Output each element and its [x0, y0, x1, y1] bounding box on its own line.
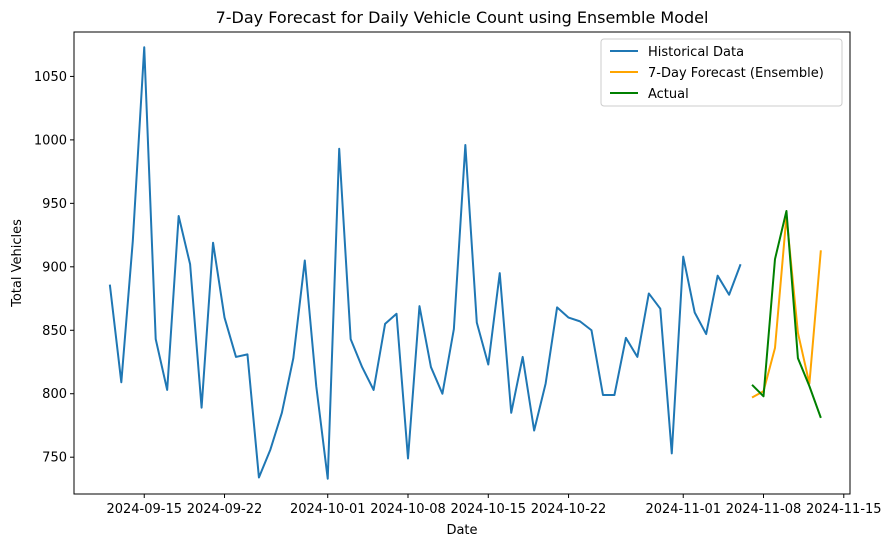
x-axis-title: Date	[446, 523, 477, 538]
y-tick-label: 950	[42, 197, 67, 212]
legend-label-actual: Actual	[648, 87, 689, 102]
x-tick-label: 2024-11-15	[806, 502, 882, 517]
legend-label-historical: Historical Data	[648, 45, 744, 60]
x-tick-label: 2024-10-22	[531, 502, 607, 517]
x-tick-label: 2024-10-01	[290, 502, 366, 517]
y-tick-label: 1050	[34, 70, 67, 85]
y-axis-title: Total Vehicles	[10, 219, 25, 308]
y-axis: 750 800 850 900 950 1000 1050	[34, 70, 74, 466]
legend-box	[600, 38, 843, 107]
legend-label-forecast: 7-Day Forecast (Ensemble)	[648, 66, 824, 81]
x-tick-label: 2024-10-15	[450, 502, 526, 517]
chart-title: 7-Day Forecast for Daily Vehicle Count u…	[216, 8, 709, 27]
plot-frame	[73, 31, 851, 495]
y-tick-label: 900	[42, 260, 67, 275]
series-historical-line	[108, 46, 742, 480]
y-tick-label: 850	[42, 324, 67, 339]
x-tick-label: 2024-11-01	[645, 502, 721, 517]
x-tick-label: 2024-10-08	[370, 502, 446, 517]
x-tick-label: 2024-09-22	[187, 502, 263, 517]
y-tick-label: 750	[42, 451, 67, 466]
x-tick-label: 2024-11-08	[726, 502, 802, 517]
y-tick-label: 1000	[34, 133, 67, 148]
x-axis: 2024-09-15 2024-09-22 2024-10-01 2024-10-08…	[106, 494, 882, 517]
series-layer	[108, 46, 822, 480]
legend: Historical Data 7-Day Forecast (Ensemble…	[600, 38, 843, 107]
y-tick-label: 800	[42, 387, 67, 402]
x-tick-label: 2024-09-15	[106, 502, 182, 517]
